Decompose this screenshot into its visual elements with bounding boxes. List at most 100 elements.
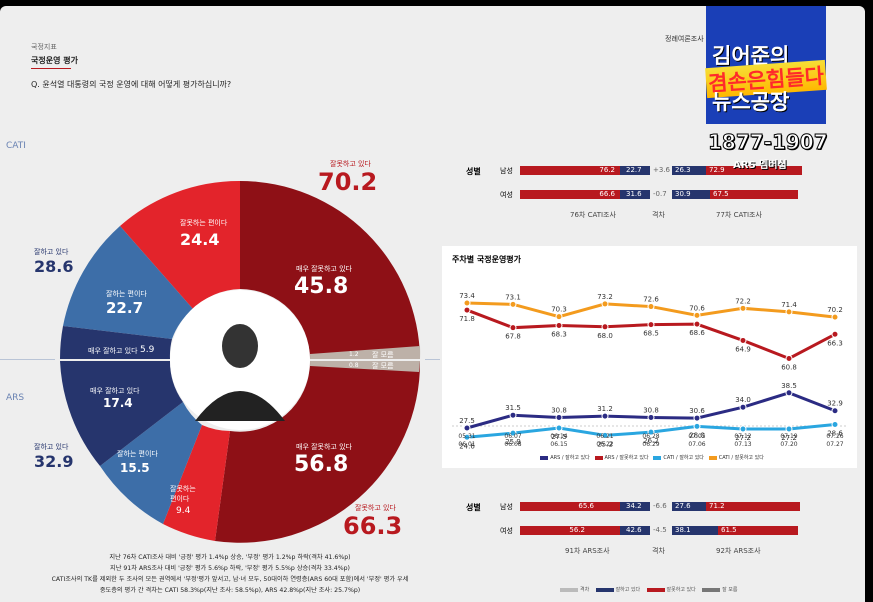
series-2-point-7 xyxy=(785,425,793,433)
news-factory-badge: 김어준의 겸손은힘들다 뉴스공장 xyxy=(705,6,827,124)
cati-very-bad-slice xyxy=(240,181,420,359)
series-1-label-5: 68.6 xyxy=(689,329,705,337)
x-tick-4-1: 06.29 xyxy=(642,441,659,448)
gender-ars-footer-cur: 92차 ARS조사 xyxy=(716,547,761,555)
series-1-label-7: 60.8 xyxy=(781,363,797,371)
cati-dont-know-slice xyxy=(310,346,421,359)
series-2-point-8 xyxy=(831,420,839,428)
gender-ars-footer-prev: 91차 ARS조사 xyxy=(565,547,610,555)
x-tick-3-0: 06.21 xyxy=(596,433,613,440)
gender-cati-male-diff: +3.6 xyxy=(653,166,670,174)
x-tick-6-0: 07.12 xyxy=(734,433,751,440)
page-title: 국정운영 평가 xyxy=(31,56,78,65)
cati-bad-total-label: 잘못하고 있다 xyxy=(330,160,371,168)
gender-ars-label: 성별 xyxy=(466,503,481,512)
series-3-label-5: 70.6 xyxy=(689,304,705,312)
weekly-chart-panel: 주차별 국정운영평가 27.5 31.5 30.8 31.2 30.8 30.6 34.0 3… xyxy=(442,246,857,468)
gender-cati-female-cur-bad-bar: 67.5 xyxy=(710,190,798,199)
notes: 지난 76차 CATI조사 대비 '긍정' 평가 1.4%p 상승, '부정' … xyxy=(20,552,440,596)
cati-somewhat-bad-slice xyxy=(120,180,240,309)
x-tick-1-1: 06.08 xyxy=(504,441,521,448)
source-label: 정례여론조사 xyxy=(665,35,704,43)
gender-cati-footer-prev: 76차 CATI조사 xyxy=(570,211,616,219)
cati-bad-total-value: 70.2 xyxy=(318,168,378,196)
x-tick-4-0: 06.28 xyxy=(642,433,659,440)
gender-cati-male-prev-bad-bar: 76.2 xyxy=(520,166,620,175)
legend-ars-bad: ARS / 잘못하고 있다 xyxy=(594,455,649,461)
x-tick-1-0: 06.07 xyxy=(504,433,521,440)
gender-cati-female-prev-good-bar: 31.6 xyxy=(620,190,650,199)
ars-somewhat-bad-value: 9.4 xyxy=(176,506,191,516)
ars-somewhat-good-value: 15.5 xyxy=(120,461,150,475)
x-tick-3-1: 06.22 xyxy=(596,441,613,448)
cati-somewhat-good-slice xyxy=(63,226,193,339)
ars-good-total-label: 잘하고 있다 xyxy=(34,443,69,451)
ars-very-bad-slice xyxy=(215,361,421,543)
ars-very-bad-label: 매우 잘못하고 있다 xyxy=(296,443,352,451)
note-2: 지난 91차 ARS조사 대비 '긍정' 평가 5.6%p 하락, '부정' 평… xyxy=(110,565,350,572)
x-tick-2-1: 06.15 xyxy=(550,441,567,448)
series-2-label-2: 27.5 xyxy=(551,433,567,441)
series-3-label-1: 73.1 xyxy=(505,293,521,301)
gender-ars-female-cur-good-bar: 38.1 xyxy=(672,526,718,535)
gender-ars-male-cur-good-bar: 27.6 xyxy=(672,502,706,511)
gender-cati-male-cur-good-bar: 26.3 xyxy=(672,166,706,175)
series-1-point-4 xyxy=(647,321,655,329)
x-tick-0-1: 06.01 xyxy=(458,441,475,448)
series-2-label-8: 28.6 xyxy=(827,429,843,437)
series-0-label-2: 30.8 xyxy=(551,406,567,414)
cati-very-good-slice xyxy=(59,326,172,359)
series-1-point-0 xyxy=(463,306,471,314)
gender-cati-label: 성별 xyxy=(466,167,481,176)
series-3-label-8: 70.2 xyxy=(827,306,843,314)
membership-number: 1877-1907 xyxy=(708,130,829,155)
cati-very-bad-value: 45.8 xyxy=(294,274,349,299)
series-0-point-6 xyxy=(739,403,747,411)
badge-line3: 뉴스공장 xyxy=(712,90,790,114)
series-1-label-8: 66.3 xyxy=(827,339,843,347)
series-0-point-1 xyxy=(509,411,517,419)
series-1-label-2: 68.3 xyxy=(551,330,567,338)
gender-cati-male-prev-good-bar: 22.7 xyxy=(620,166,650,175)
cati-somewhat-good-value: 22.7 xyxy=(106,299,144,317)
cati-good-total-value: 28.6 xyxy=(34,257,74,276)
x-tick-0-0: 05.31 xyxy=(458,433,475,440)
screen: 국정지표 국정운영 평가 Q. 윤석열 대통령의 국정 운영에 대해 어떻게 평… xyxy=(0,6,865,602)
ars-label: ARS xyxy=(6,393,25,403)
weekly-chart-title: 주차별 국정운영평가 xyxy=(452,255,522,264)
ars-bad-total-label: 잘못하고 있다 xyxy=(355,504,396,512)
cati-dont-know-value: 1.2 xyxy=(349,351,359,358)
gender-ars-female-cur-bad-bar: 61.5 xyxy=(718,526,798,535)
series-2-point-6 xyxy=(739,425,747,433)
series-1-point-7 xyxy=(785,354,793,362)
dont-know-label-top: 잘 모름 xyxy=(372,351,394,359)
series-3-point-0 xyxy=(463,299,471,307)
series-3-point-5 xyxy=(693,311,701,319)
x-tick-7-0: 07.19 xyxy=(780,433,797,440)
series-3-point-6 xyxy=(739,304,747,312)
series-1-point-8 xyxy=(831,330,839,338)
cati-label: CATI xyxy=(6,141,26,151)
gender-cati-female: 여성 xyxy=(500,191,513,199)
series-3-label-4: 72.6 xyxy=(643,296,659,304)
series-3-label-3: 73.2 xyxy=(597,293,613,301)
series-0-label-1: 31.5 xyxy=(505,404,521,412)
ars-somewhat-good-label: 잘하는 편이다 xyxy=(117,450,158,458)
series-0-point-2 xyxy=(555,413,563,421)
x-tick-8-1: 07.27 xyxy=(826,441,843,448)
series-1-point-3 xyxy=(601,323,609,331)
gender-ars-male-cur-bad-bar: 71.2 xyxy=(706,502,800,511)
bottom-legend-bad: 잘못하고 있다 xyxy=(666,587,696,593)
gender-ars-male-diff: -6.6 xyxy=(653,502,667,510)
ars-somewhat-good-slice xyxy=(100,402,202,524)
gender-ars-female: 여성 xyxy=(500,527,513,535)
gender-cati-footer-diff: 격차 xyxy=(652,211,665,219)
note-1: 지난 76차 CATI조사 대비 '긍정' 평가 1.4%p 상승, '부정' … xyxy=(109,554,351,561)
bottom-legend-gap: 격차 xyxy=(580,587,590,593)
series-0-label-8: 32.9 xyxy=(827,400,843,408)
series-1-point-2 xyxy=(555,321,563,329)
gender-ars-male-prev-good-bar: 34.2 xyxy=(620,502,650,511)
note-3: CATI조사의 TK를 제외한 두 조사의 모든 권역에서 '부정'평가 앞서고… xyxy=(51,576,409,583)
donut-chart xyxy=(55,180,425,543)
series-0-point-4 xyxy=(647,413,655,421)
